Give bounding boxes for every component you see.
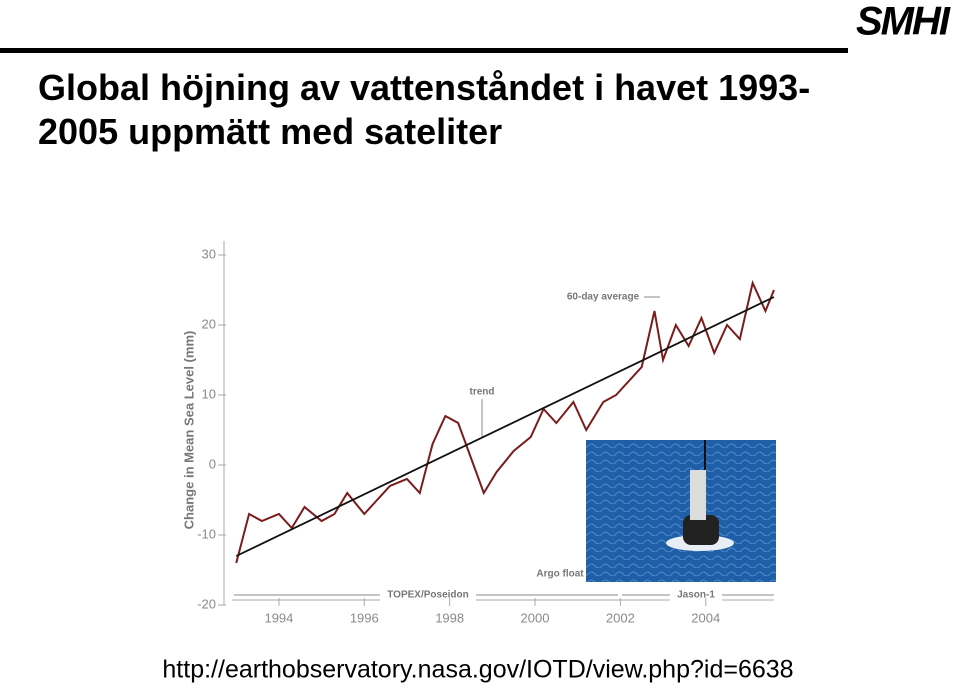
source-url: http://earthobservatory.nasa.gov/IOTD/vi… — [162, 656, 793, 684]
annotation: Jason-1 — [677, 590, 715, 601]
annotation: TOPEX/Poseidon — [387, 590, 469, 601]
float-body — [683, 515, 719, 545]
logo: SMHI — [856, 0, 951, 44]
y-tick-label: 30 — [202, 246, 216, 261]
float-mast — [690, 470, 706, 520]
header-rule — [0, 48, 848, 53]
slide-title: Global höjning av vattenståndet i havet … — [38, 67, 811, 152]
y-tick-label: -20 — [197, 596, 216, 611]
y-tick-label: 10 — [202, 386, 216, 401]
annotation: 60-day average — [567, 292, 640, 303]
annotation: Argo float — [536, 569, 584, 580]
x-tick-label: 1996 — [350, 610, 379, 625]
title-box: Global höjning av vattenståndet i havet … — [38, 67, 811, 152]
x-tick-label: 2002 — [606, 610, 635, 625]
x-tick-label: 2000 — [521, 610, 550, 625]
plot: -20 -10 0 10 20 30 1994 1996 1998 2000 2002 2004 — [197, 246, 775, 625]
photo-waves — [586, 440, 776, 582]
y-tick-label: -10 — [197, 526, 216, 541]
x-tick-label: 2004 — [691, 610, 720, 625]
x-tick-label: 1998 — [435, 610, 464, 625]
x-tick-label: 1994 — [264, 610, 293, 625]
annotation: trend — [470, 387, 495, 398]
bracket-gap — [670, 588, 722, 602]
bracket-gap — [380, 588, 476, 602]
y-tick-label: 0 — [209, 456, 216, 471]
series-line — [235, 296, 775, 557]
y-axis-label: Change in Mean Sea Level (mm) — [181, 331, 196, 530]
y-tick-label: 20 — [202, 316, 216, 331]
